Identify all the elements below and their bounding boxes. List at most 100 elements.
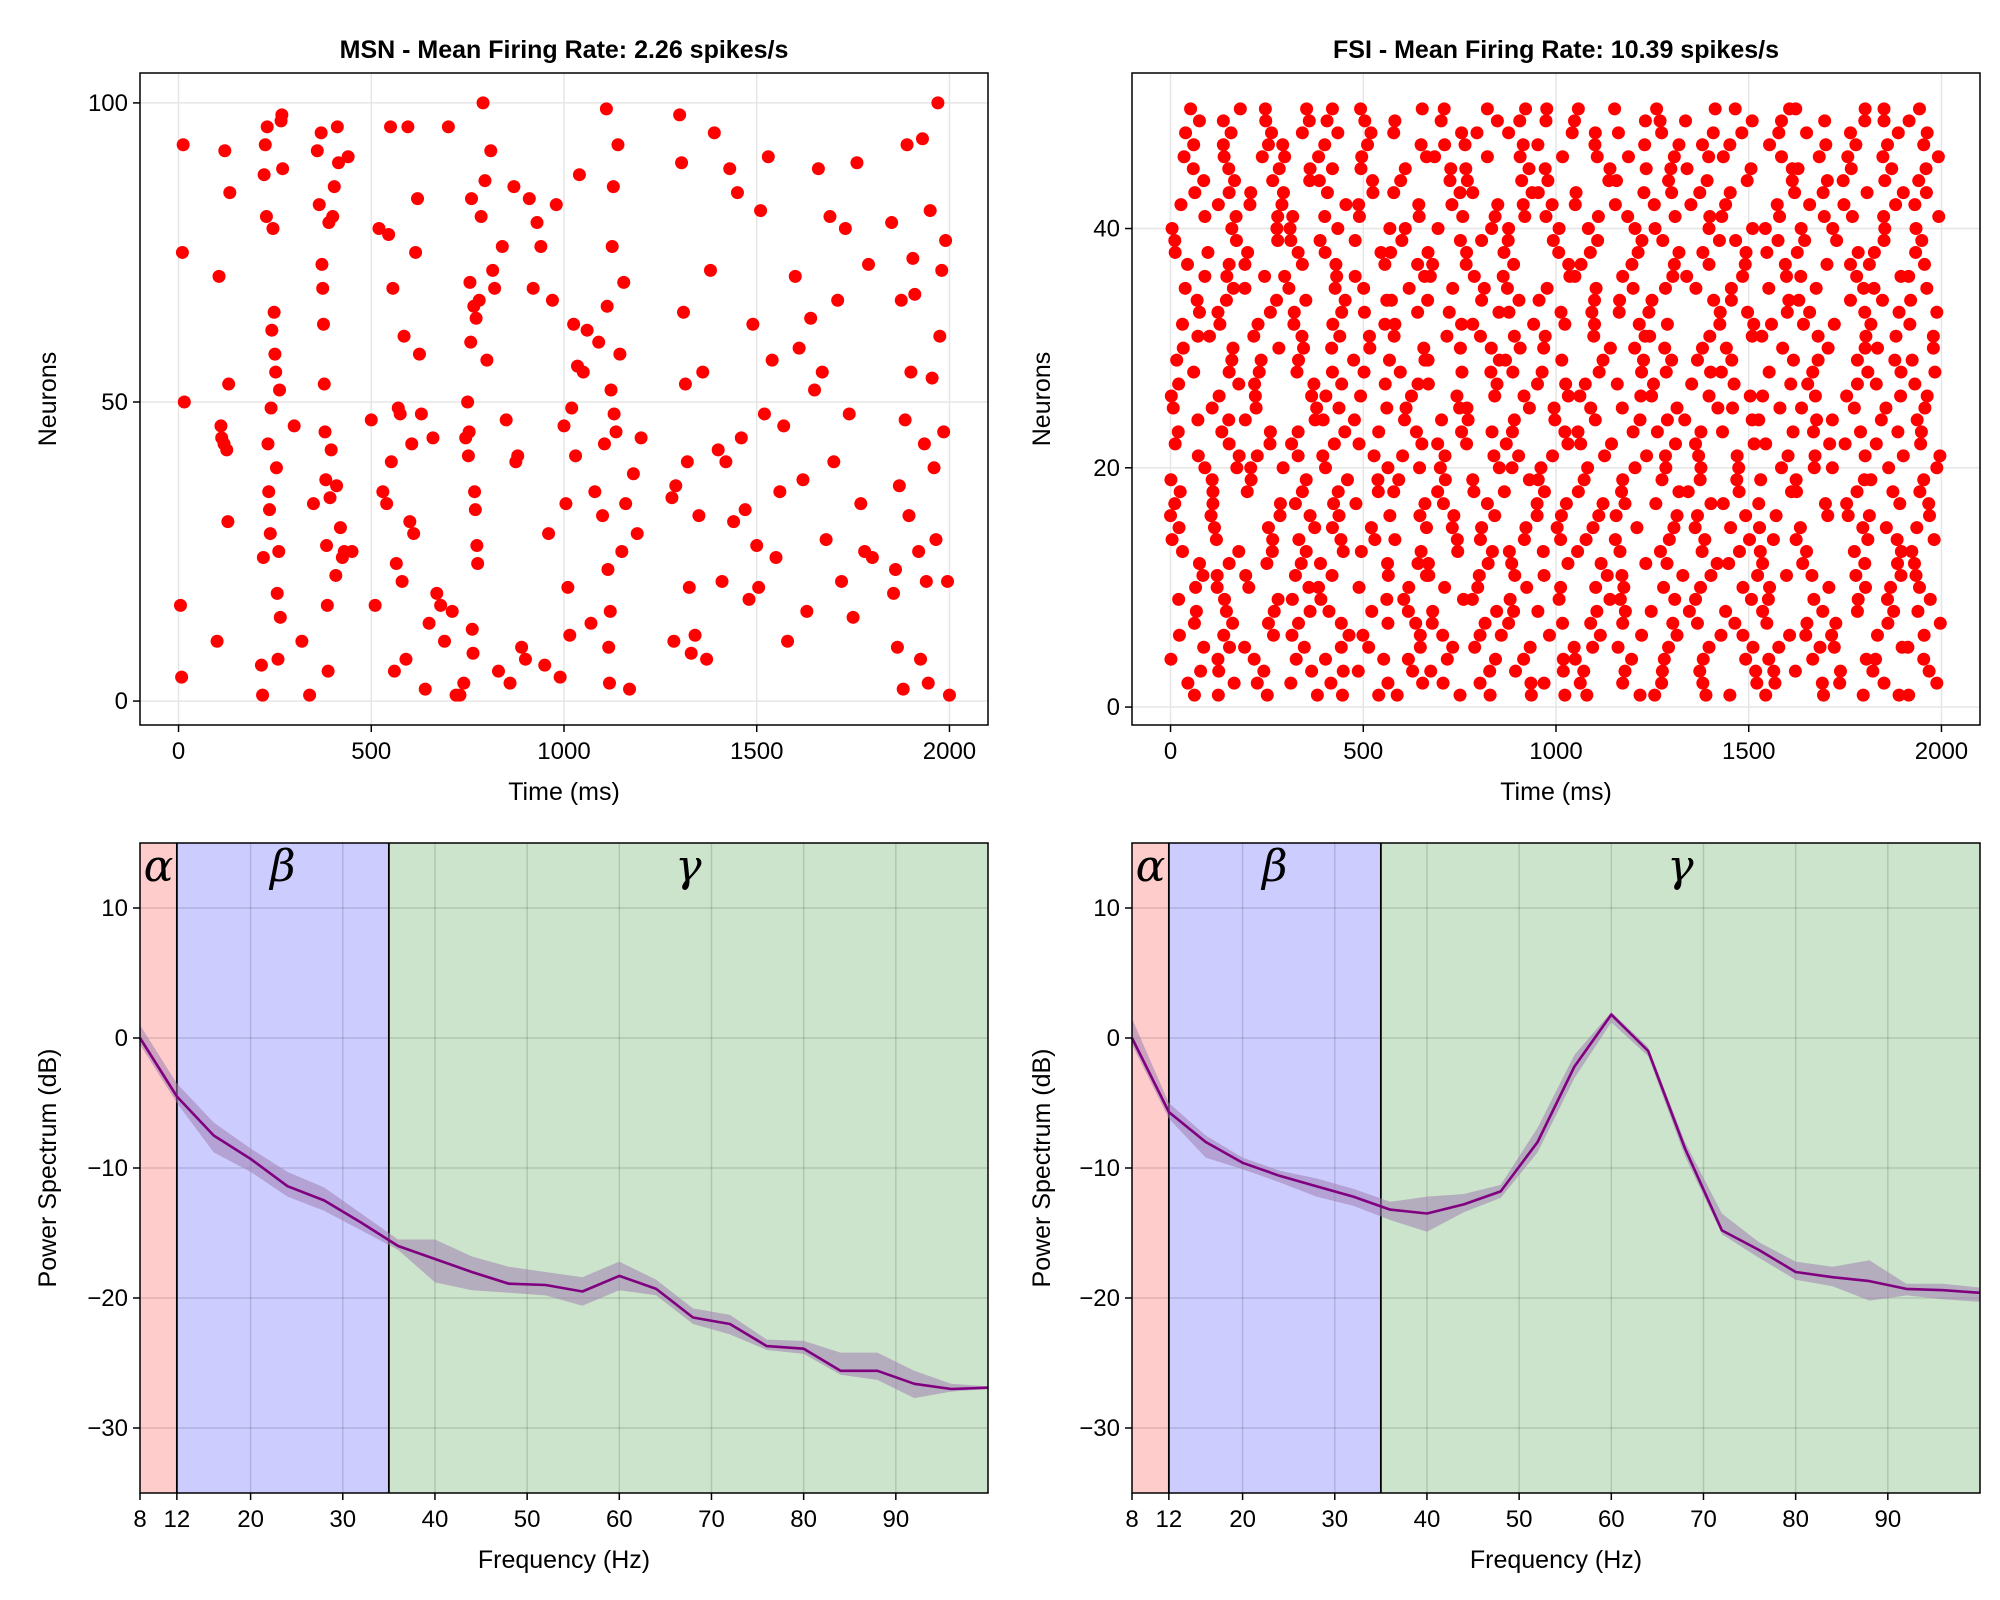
fsi-raster-spike-point <box>1356 628 1370 642</box>
fsi-raster-spike-point <box>1594 556 1608 570</box>
fsi-raster-spike-point <box>1584 616 1598 630</box>
fsi-raster-spike-point <box>1628 461 1642 475</box>
msn-raster-spike-point <box>703 263 717 277</box>
msn-raster-spike-point <box>368 598 382 612</box>
fsi-raster-spike-point <box>1499 437 1513 451</box>
fsi-raster-spike-point <box>1578 377 1592 391</box>
fsi-raster-spike-point <box>1653 545 1667 559</box>
fsi-raster-spike-point <box>1422 568 1436 582</box>
fsi-raster-spike-point <box>1912 174 1926 188</box>
fsi-raster-spike-point <box>1244 473 1258 487</box>
msn-psd-y-tick-label: 0 <box>115 1025 128 1052</box>
fsi-raster-spike-point <box>1261 616 1275 630</box>
fsi-raster-spike-point <box>1743 389 1757 403</box>
fsi-raster-spike-point <box>1492 461 1506 475</box>
msn-raster-spikes <box>173 96 956 702</box>
fsi-raster-spike-point <box>1266 533 1280 547</box>
fsi-raster-spike-point <box>1859 580 1873 594</box>
fsi-raster-spike-point <box>1325 521 1339 535</box>
fsi-raster-spike-point <box>1372 425 1386 439</box>
fsi-raster-spike-point <box>1723 688 1737 702</box>
fsi-raster-spike-point <box>1613 592 1627 606</box>
fsi-raster-spike-point <box>1739 245 1753 259</box>
fsi-raster-spike-point <box>1421 556 1435 570</box>
msn-raster-spike-point <box>835 574 849 588</box>
fsi-raster-spike-point <box>1556 150 1570 164</box>
fsi-raster-spike-point <box>1524 676 1538 690</box>
fsi-raster-spike-point <box>1362 329 1376 343</box>
fsi-raster-spike-point <box>1658 449 1672 463</box>
fsi-raster-spike-point <box>1302 580 1316 594</box>
fsi-raster-spike-point <box>1459 162 1473 176</box>
fsi-raster-spike-point <box>1752 413 1766 427</box>
fsi-raster-spike-point <box>1168 497 1182 511</box>
fsi-raster-spike-point <box>1168 233 1182 247</box>
fsi-raster-spike-point <box>1470 126 1484 140</box>
fsi-raster-spike-point <box>1740 174 1754 188</box>
fsi-raster-spike-point <box>1796 317 1810 331</box>
fsi-raster-spike-point <box>1540 102 1554 116</box>
fsi-raster-spike-point <box>1363 341 1377 355</box>
msn-raster-spike-point <box>565 401 579 415</box>
msn-psd-x-tick-label: 8 <box>133 1506 146 1533</box>
fsi-raster-spike-point <box>1258 102 1272 116</box>
fsi-raster-spike-point <box>1713 305 1727 319</box>
fsi-raster-spike-point <box>1367 449 1381 463</box>
fsi-psd-x-tick-label: 40 <box>1414 1506 1441 1533</box>
fsi-raster-spike-point <box>1377 652 1391 666</box>
msn-raster-spike-point <box>941 574 955 588</box>
fsi-raster-spike-point <box>1858 556 1872 570</box>
fsi-raster-spike-point <box>1920 281 1934 295</box>
fsi-raster-spike-point <box>1603 592 1617 606</box>
fsi-raster-spike-point <box>1909 568 1923 582</box>
fsi-raster-spike-point <box>1194 664 1208 678</box>
fsi-raster-spike-point <box>1579 533 1593 547</box>
msn-raster-x-tick-label: 1000 <box>537 738 590 765</box>
msn-raster-x-tick-label: 500 <box>351 738 391 765</box>
fsi-raster-spike-point <box>1870 628 1884 642</box>
fsi-raster-spike-point <box>1340 473 1354 487</box>
fsi-raster-spike-point <box>1798 233 1812 247</box>
fsi-raster-spike-point <box>1502 126 1516 140</box>
msn-raster-spike-point <box>808 383 822 397</box>
msn-raster-spike-point <box>499 413 513 427</box>
msn-raster-spike-point <box>276 162 290 176</box>
msn-raster-spike-point <box>323 491 337 505</box>
fsi-raster-spike-point <box>1426 257 1440 271</box>
fsi-raster-spike-point <box>1488 389 1502 403</box>
fsi-raster-spike-point <box>1565 126 1579 140</box>
fsi-raster-spike-point <box>1736 580 1750 594</box>
fsi-raster-spike-point <box>1164 473 1178 487</box>
fsi-raster-spike-point <box>1348 233 1362 247</box>
msn-raster-spike-point <box>588 485 602 499</box>
fsi-raster-spike-point <box>1739 509 1753 523</box>
fsi-raster-spike-point <box>1703 210 1717 224</box>
fsi-raster-spike-point <box>1690 616 1704 630</box>
msn-raster-spike-point <box>939 233 953 247</box>
fsi-raster-spike-point <box>1327 437 1341 451</box>
fsi-raster-spike-point <box>1739 652 1753 666</box>
fsi-raster-spike-point <box>1270 293 1284 307</box>
fsi-raster-spike-point <box>1869 437 1883 451</box>
fsi-raster-spike-point <box>1517 652 1531 666</box>
fsi-raster-spike-point <box>1172 628 1186 642</box>
fsi-raster-spike-point <box>1531 473 1545 487</box>
fsi-raster-spike-point <box>1816 604 1830 618</box>
fsi-raster-spike-point <box>1793 521 1807 535</box>
fsi-raster-spike-point <box>1314 592 1328 606</box>
fsi-raster-spike-point <box>1621 210 1635 224</box>
fsi-raster-spike-point <box>1772 126 1786 140</box>
fsi-raster-spike-point <box>1568 198 1582 212</box>
fsi-raster-spike-point <box>1229 210 1243 224</box>
fsi-raster-spike-point <box>1284 676 1298 690</box>
fsi-raster-spike-point <box>1633 688 1647 702</box>
fsi-raster-spike-point <box>1879 521 1893 535</box>
fsi-raster-spike-point <box>1229 233 1243 247</box>
fsi-raster-spike-point <box>1338 293 1352 307</box>
fsi-raster-spike-point <box>1667 150 1681 164</box>
msn-raster-grid <box>140 73 988 725</box>
msn-raster-spike-point <box>453 688 467 702</box>
msn-raster-spike-point <box>626 467 640 481</box>
fsi-raster-spike-point <box>1222 257 1236 271</box>
fsi-raster-spike-point <box>1223 640 1237 654</box>
